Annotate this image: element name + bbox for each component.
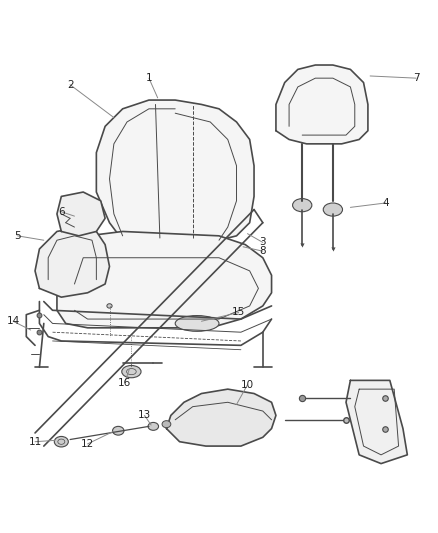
Text: 13: 13 (138, 410, 151, 421)
PathPatch shape (96, 100, 254, 240)
Text: 7: 7 (413, 73, 420, 83)
Text: 8: 8 (259, 246, 266, 256)
Text: 16: 16 (118, 377, 131, 387)
Text: 5: 5 (14, 231, 21, 241)
Text: 1: 1 (145, 73, 152, 83)
Text: 3: 3 (259, 237, 266, 247)
Ellipse shape (113, 426, 124, 435)
Ellipse shape (293, 199, 312, 212)
PathPatch shape (346, 381, 407, 464)
PathPatch shape (35, 227, 110, 297)
Ellipse shape (54, 437, 68, 447)
PathPatch shape (276, 65, 368, 144)
Ellipse shape (175, 316, 219, 332)
Text: 14: 14 (7, 316, 20, 326)
Text: 15: 15 (232, 308, 245, 318)
Text: 11: 11 (28, 437, 42, 447)
Text: 10: 10 (241, 379, 254, 390)
Text: 2: 2 (67, 80, 74, 90)
Ellipse shape (148, 423, 159, 430)
Ellipse shape (122, 366, 141, 378)
PathPatch shape (57, 231, 272, 328)
PathPatch shape (57, 192, 105, 236)
Ellipse shape (162, 421, 171, 427)
Ellipse shape (323, 203, 343, 216)
PathPatch shape (166, 389, 276, 446)
Ellipse shape (107, 304, 112, 308)
Text: 6: 6 (58, 207, 65, 217)
Text: 4: 4 (382, 198, 389, 208)
Text: 12: 12 (81, 439, 94, 449)
